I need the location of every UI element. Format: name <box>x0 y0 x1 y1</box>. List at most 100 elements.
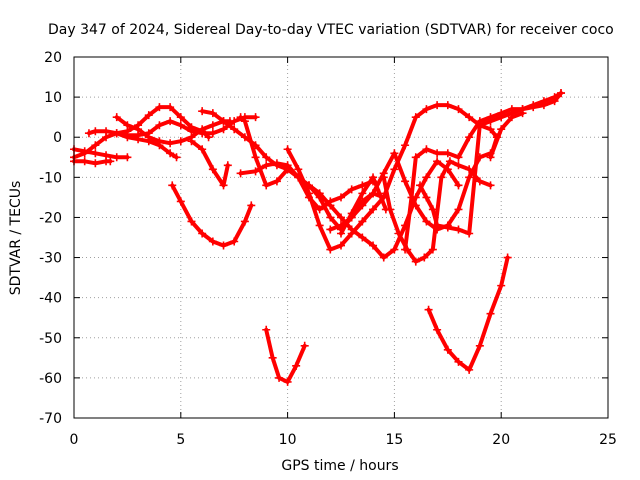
data-point <box>315 189 324 198</box>
data-point <box>486 309 495 318</box>
data-point <box>394 229 403 238</box>
tick-layer <box>73 56 609 419</box>
data-point <box>433 149 442 158</box>
data-point <box>411 257 420 266</box>
data-point <box>422 145 431 154</box>
data-point <box>497 125 506 134</box>
data-point <box>208 129 217 138</box>
data-point <box>272 177 281 186</box>
data-point <box>294 165 303 174</box>
data-point <box>230 125 239 134</box>
data-point <box>486 117 495 126</box>
data-point <box>486 181 495 190</box>
data-point <box>176 197 185 206</box>
y-tick-label: 20 <box>44 50 62 66</box>
series-track-16 <box>337 173 390 238</box>
data-point <box>112 129 121 138</box>
data-point <box>433 157 442 166</box>
data-point <box>497 113 506 122</box>
data-point <box>475 177 484 186</box>
data-point <box>407 193 416 202</box>
data-point <box>465 165 474 174</box>
series-line <box>339 175 388 236</box>
data-point <box>187 137 196 146</box>
data-point <box>411 153 420 162</box>
data-point <box>219 117 228 126</box>
y-tick-label: -30 <box>39 251 62 267</box>
grid-layer <box>74 57 608 418</box>
data-point <box>390 245 399 254</box>
data-point <box>454 153 463 162</box>
data-point <box>475 341 484 350</box>
data-point <box>454 357 463 366</box>
data-point <box>379 253 388 262</box>
data-point <box>486 149 495 158</box>
data-point <box>443 101 452 110</box>
data-point <box>112 113 121 122</box>
series-track-13 <box>283 101 527 254</box>
data-point <box>454 105 463 114</box>
data-point <box>208 121 217 130</box>
data-point <box>411 201 420 210</box>
data-point <box>168 181 177 190</box>
data-point <box>503 253 512 262</box>
data-point <box>102 127 111 136</box>
y-tick-label: -40 <box>39 291 62 307</box>
data-point <box>454 181 463 190</box>
data-point <box>445 157 454 166</box>
series-track-12 <box>262 325 309 386</box>
data-point <box>247 201 256 210</box>
data-point <box>80 149 89 158</box>
data-point <box>166 149 175 158</box>
data-point <box>358 217 367 226</box>
data-point <box>433 101 442 110</box>
x-tick-label: 15 <box>385 432 403 448</box>
data-point <box>529 103 538 112</box>
data-point <box>134 135 143 144</box>
data-point <box>443 223 452 232</box>
data-point <box>422 193 431 202</box>
series-track-19 <box>416 89 566 238</box>
x-tick-label: 25 <box>599 432 617 448</box>
data-point <box>230 237 239 246</box>
data-point <box>251 153 260 162</box>
data-point <box>155 103 164 112</box>
data-point <box>326 201 335 210</box>
data-point <box>443 149 452 158</box>
data-point <box>223 161 232 170</box>
series-track-17 <box>379 157 495 266</box>
data-point <box>422 105 431 114</box>
data-point <box>198 107 207 116</box>
data-point <box>424 305 433 314</box>
data-point <box>240 133 249 142</box>
data-point <box>166 103 175 112</box>
data-point <box>123 153 132 162</box>
data-point <box>475 121 484 130</box>
data-point <box>337 213 345 222</box>
data-point <box>428 205 437 214</box>
data-point <box>358 189 367 198</box>
x-tick-label: 5 <box>176 432 185 448</box>
data-point <box>262 153 271 162</box>
y-tick-label: -70 <box>39 411 62 427</box>
data-point <box>337 229 345 238</box>
ticklabel-layer: 0 5 10 15 20 25 -70 -60 -50 -40 -30 -20 -10 0 10 20 <box>39 50 617 448</box>
data-point <box>433 221 442 230</box>
data-point <box>240 217 249 226</box>
series-line <box>264 327 307 384</box>
data-point <box>369 173 378 182</box>
data-point <box>304 181 313 190</box>
data-point <box>326 245 335 254</box>
data-point <box>347 185 356 194</box>
data-point <box>123 133 132 142</box>
data-point <box>326 213 335 222</box>
x-tick-label: 10 <box>279 432 297 448</box>
data-point <box>337 193 345 202</box>
data-point <box>155 121 164 130</box>
data-point <box>198 229 207 238</box>
data-point <box>91 149 100 158</box>
data-point <box>304 189 313 198</box>
x-tick-label: 0 <box>70 432 79 448</box>
data-point <box>134 125 143 134</box>
data-point <box>539 101 548 110</box>
